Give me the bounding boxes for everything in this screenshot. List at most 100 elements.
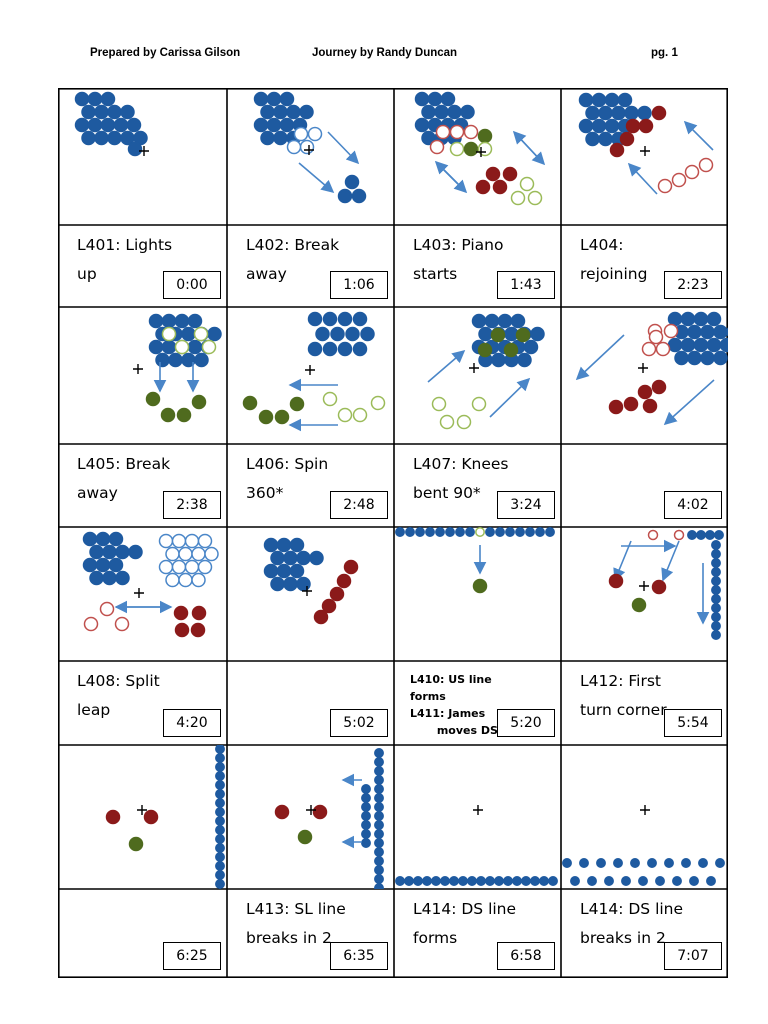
formation-diagram-1-1 <box>74 91 149 157</box>
dancer-open <box>475 527 485 537</box>
dancer-dot <box>374 820 384 830</box>
dancer-dot <box>299 104 314 120</box>
dancer-dot <box>145 391 161 407</box>
dancer-dot <box>82 531 98 547</box>
dancer-dot <box>667 311 683 327</box>
dancer-dot <box>337 311 353 327</box>
dancer-open <box>197 533 213 549</box>
dancer-dot <box>374 802 384 812</box>
dancer-dot <box>525 527 535 537</box>
dancer-dot <box>215 879 225 889</box>
dancer-dot <box>492 179 508 195</box>
dancer-dot <box>361 829 371 839</box>
dancer-dot <box>263 537 279 553</box>
dancer-dot <box>515 327 531 343</box>
dancer-dot <box>706 311 722 327</box>
center-mark <box>306 805 316 815</box>
dancer-dot <box>215 798 225 808</box>
dancer-dot <box>598 131 613 147</box>
center-mark <box>134 588 144 598</box>
dancer-dot <box>726 327 728 337</box>
dancer-dot <box>266 91 282 107</box>
dancer-dot <box>190 622 206 638</box>
center-mark <box>638 363 648 373</box>
dancer-dot <box>337 188 353 204</box>
dancer-dot <box>102 544 117 560</box>
movement-arrow <box>434 160 467 193</box>
dancer-dot <box>515 527 525 537</box>
dancer-dot <box>374 874 384 884</box>
formation-diagram-2-2 <box>242 311 386 432</box>
dancer-open <box>671 172 687 188</box>
dancer-open <box>435 124 451 140</box>
dancer-dot <box>361 811 371 821</box>
dancer-dot <box>89 544 104 560</box>
dancer-open <box>191 546 206 562</box>
dancer-dot <box>286 104 301 120</box>
cue-label: L414: DS line forms <box>413 900 521 947</box>
dancer-dot <box>273 130 288 146</box>
label-cell-4-3: L414: DS line forms 6:58 <box>394 889 561 978</box>
dancer-dot <box>687 324 702 340</box>
dancer-dot <box>374 748 384 758</box>
movement-arrow <box>613 540 632 582</box>
dancer-dot <box>351 188 367 204</box>
cue-label: L414: DS line breaks in 2 <box>580 900 688 947</box>
dancer-dot <box>215 825 225 835</box>
dancer-dot <box>374 829 384 839</box>
cue-time: 6:58 <box>497 942 555 970</box>
dancer-open <box>431 396 447 412</box>
dancer-dot <box>126 117 142 133</box>
formation-diagram-1-3 <box>414 91 546 206</box>
dancer-dot <box>510 313 526 329</box>
dancer-dot <box>711 621 721 631</box>
dancer-dot <box>87 117 103 133</box>
dancer-dot <box>94 130 109 146</box>
dancer-dot <box>578 118 594 134</box>
cue-label: L402: Break away <box>246 236 344 283</box>
formation-diagram-4-2 <box>274 748 384 889</box>
dancer-dot <box>587 876 597 886</box>
dancer-dot <box>113 117 129 133</box>
dancer-dot <box>624 105 639 121</box>
dancer-dot <box>467 876 477 886</box>
dancer-dot <box>503 876 513 886</box>
cue-time: 7:07 <box>664 942 722 970</box>
dancer-dot <box>260 104 275 120</box>
cue-time: 2:23 <box>664 271 722 299</box>
dancer-open <box>429 139 445 155</box>
dancer-dot <box>591 92 607 108</box>
dancer-dot <box>689 876 699 886</box>
dancer-dot <box>374 856 384 866</box>
dancer-dot <box>128 544 143 560</box>
dancer-dot <box>395 527 405 537</box>
movement-arrow <box>489 377 531 418</box>
dancer-open <box>471 396 487 412</box>
dancer-dot <box>100 117 116 133</box>
dancer-dot <box>460 104 475 120</box>
formation-diagram-3-4 <box>608 529 724 640</box>
dancer-dot <box>440 876 450 886</box>
dancer-dot <box>651 379 667 395</box>
dancer-open <box>352 407 368 423</box>
dancer-dot <box>535 527 545 537</box>
formation-diagram-1-4 <box>578 92 714 195</box>
dancer-dot <box>374 766 384 776</box>
dancer-dot <box>313 609 329 625</box>
dancer-open <box>449 124 465 140</box>
dancer-dot <box>512 876 522 886</box>
dancer-dot <box>405 527 415 537</box>
dancer-dot <box>74 91 90 107</box>
dancer-open <box>510 190 526 206</box>
dancer-dot <box>609 142 625 158</box>
dancer-open <box>449 141 465 157</box>
formation-diagram-3-2 <box>263 537 359 625</box>
dancer-dot <box>630 858 640 868</box>
center-mark <box>469 363 479 373</box>
dancer-dot <box>374 793 384 803</box>
dancer-dot <box>161 339 177 355</box>
dancer-dot <box>361 793 371 803</box>
dancer-dot <box>374 865 384 875</box>
dancer-dot <box>494 876 504 886</box>
dancer-dot <box>579 858 589 868</box>
